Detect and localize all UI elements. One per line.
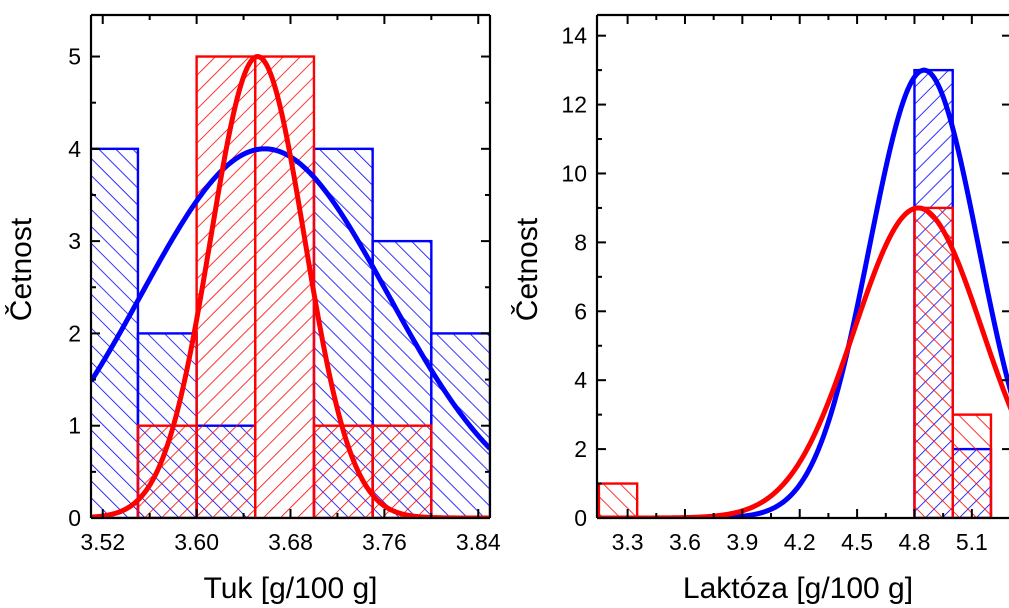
y-axis-label: Četnost	[4, 217, 38, 321]
x-tick-label: 3.76	[362, 529, 407, 555]
x-tick-label: 3.68	[268, 529, 313, 555]
red-histogram-bar	[597, 482, 639, 518]
blue-histogram-bar	[430, 332, 490, 518]
x-axis-label: Laktóza [g/100 g]	[683, 572, 913, 605]
y-tick-label: 2	[68, 320, 81, 346]
y-tick-label: 12	[561, 92, 587, 118]
x-tick-label: 5.1	[956, 529, 988, 555]
y-tick-label: 0	[574, 505, 587, 531]
x-axis-label: Tuk [g/100 g]	[204, 572, 378, 605]
y-tick-label: 1	[68, 413, 81, 439]
x-tick-label: 4.8	[898, 529, 930, 555]
y-tick-label: 14	[561, 23, 587, 49]
x-tick-label: 3.3	[612, 529, 644, 555]
tuk-histogram-panel: 3.52 3.60 3.68 3.76 3.84 0 1 2 3 4 5 Tuk [g/100 g] Č…	[4, 13, 501, 605]
laktoza-histogram-panel: 3.3 3.6 3.9 4.2 4.5 4.8 5.1 0 2 4 6 8 10 12 14 Laktóza …	[510, 13, 1009, 605]
y-tick-label: 0	[68, 505, 81, 531]
plot-area	[597, 67, 1009, 518]
red-histogram-bar	[951, 413, 993, 518]
red-histogram-bar	[312, 424, 374, 518]
x-tick-label: 3.52	[80, 529, 125, 555]
y-tick-label: 8	[574, 229, 587, 255]
y-tick-label: 10	[561, 160, 587, 186]
plot-area	[91, 54, 490, 518]
x-tick-label: 3.6	[669, 529, 701, 555]
x-tick-label: 4.5	[841, 529, 873, 555]
x-tick-label: 3.9	[726, 529, 758, 555]
red-histogram-bar	[195, 55, 257, 518]
red-histogram-bar	[913, 206, 954, 518]
blue-histogram-bar	[91, 147, 140, 518]
y-tick-label: 4	[574, 367, 587, 393]
y-tick-label: 6	[574, 298, 587, 324]
y-tick-label: 2	[574, 436, 587, 462]
y-axis-label: Četnost	[510, 217, 544, 321]
x-tick-label: 4.2	[784, 529, 816, 555]
y-tick-label: 4	[68, 136, 81, 162]
x-tick-label: 3.84	[456, 529, 501, 555]
y-tick-label: 3	[68, 228, 81, 254]
x-tick-label: 3.60	[174, 529, 219, 555]
y-tick-label: 5	[68, 44, 81, 70]
